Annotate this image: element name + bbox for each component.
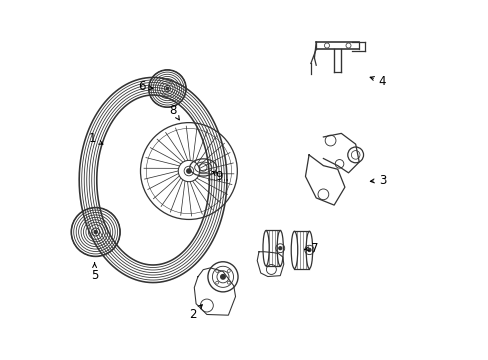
Text: 6: 6 <box>138 80 153 93</box>
Circle shape <box>220 275 225 279</box>
Text: 2: 2 <box>188 305 202 321</box>
Text: 1: 1 <box>88 132 102 145</box>
Text: 4: 4 <box>369 75 386 88</box>
Text: 9: 9 <box>212 170 223 183</box>
Text: 5: 5 <box>91 263 98 282</box>
Circle shape <box>307 248 310 251</box>
Text: 8: 8 <box>169 104 179 120</box>
Text: 3: 3 <box>369 174 386 186</box>
Circle shape <box>94 230 97 234</box>
Circle shape <box>278 247 281 249</box>
Text: 7: 7 <box>304 242 318 255</box>
Circle shape <box>186 169 191 173</box>
Circle shape <box>166 87 168 90</box>
